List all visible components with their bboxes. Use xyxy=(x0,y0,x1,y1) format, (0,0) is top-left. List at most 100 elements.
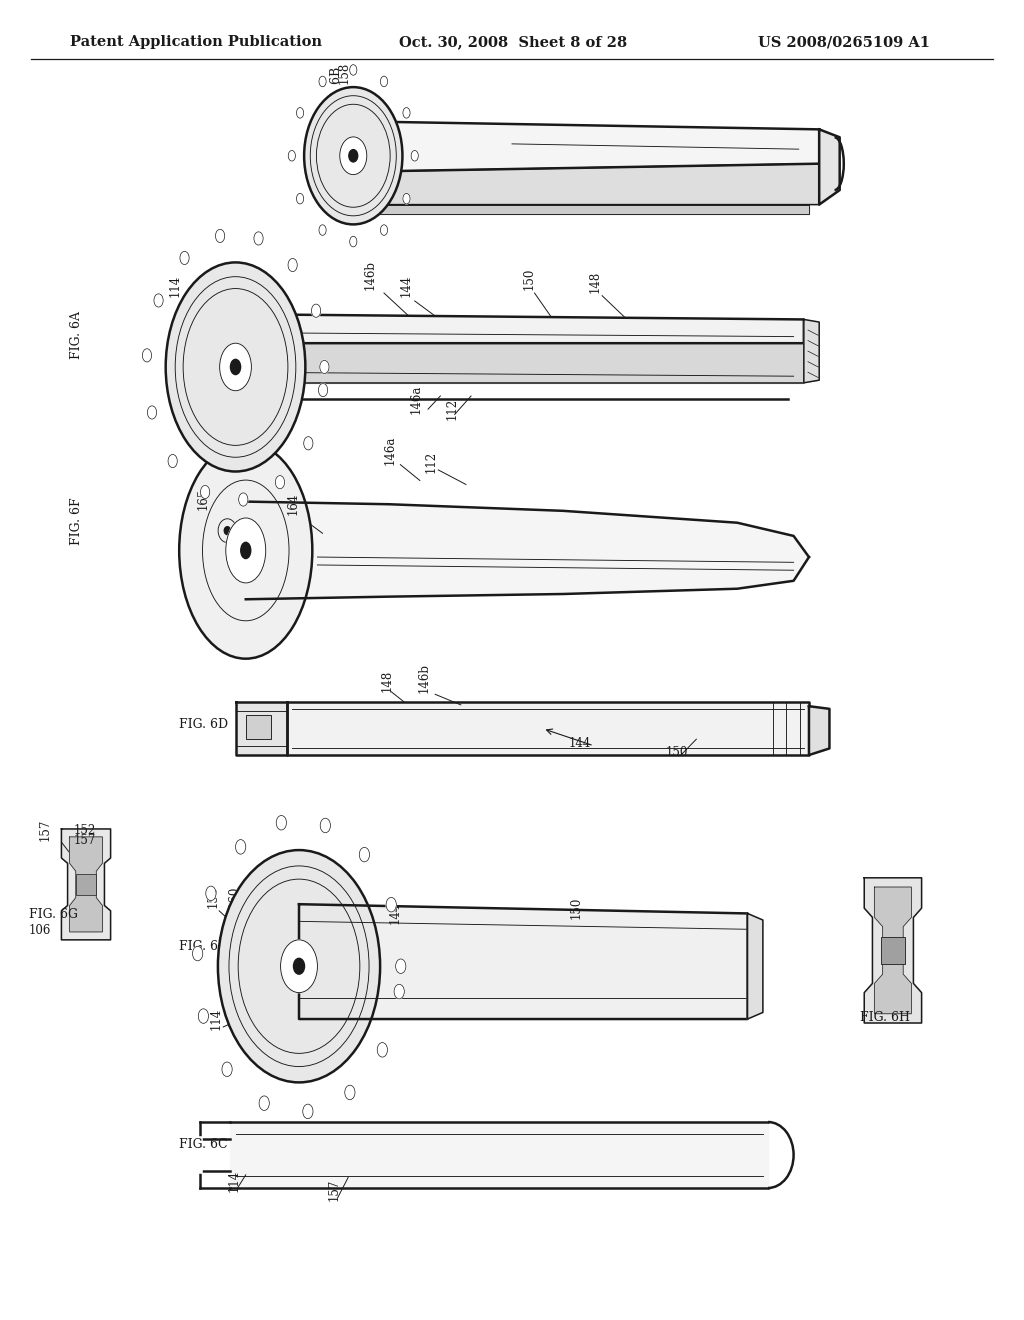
Circle shape xyxy=(224,527,230,535)
Ellipse shape xyxy=(199,1008,209,1023)
Ellipse shape xyxy=(304,437,313,450)
Text: 114: 114 xyxy=(210,1007,223,1030)
Polygon shape xyxy=(70,837,102,932)
Ellipse shape xyxy=(206,886,216,900)
Ellipse shape xyxy=(297,193,304,203)
Text: 146a: 146a xyxy=(330,884,343,913)
Text: 144: 144 xyxy=(399,275,413,297)
Text: FIG. 6D: FIG. 6D xyxy=(179,718,228,731)
Ellipse shape xyxy=(168,454,177,467)
Text: 144: 144 xyxy=(389,902,402,924)
Polygon shape xyxy=(364,121,819,172)
Polygon shape xyxy=(236,314,804,343)
Ellipse shape xyxy=(359,847,370,862)
Text: 144: 144 xyxy=(568,737,591,750)
Ellipse shape xyxy=(288,259,297,272)
Text: 146a: 146a xyxy=(384,436,397,465)
Text: 112: 112 xyxy=(425,450,438,473)
Ellipse shape xyxy=(215,230,224,243)
Ellipse shape xyxy=(349,236,356,247)
Text: FIG. 6C: FIG. 6C xyxy=(179,1138,227,1151)
Ellipse shape xyxy=(394,985,404,999)
Ellipse shape xyxy=(294,958,304,974)
Ellipse shape xyxy=(345,1085,355,1100)
Text: 165: 165 xyxy=(197,487,210,510)
Ellipse shape xyxy=(321,818,331,833)
Text: 146b: 146b xyxy=(418,663,431,693)
Text: FIG. 6A: FIG. 6A xyxy=(70,312,83,359)
Text: 146b: 146b xyxy=(364,260,377,290)
Text: FIG. 6G: FIG. 6G xyxy=(29,908,78,921)
Text: 114: 114 xyxy=(227,1170,241,1192)
Ellipse shape xyxy=(411,150,418,161)
Ellipse shape xyxy=(381,77,387,87)
Ellipse shape xyxy=(297,108,304,119)
Polygon shape xyxy=(246,502,809,599)
Ellipse shape xyxy=(402,108,410,119)
Ellipse shape xyxy=(303,1104,313,1118)
Text: FIG. 6B: FIG. 6B xyxy=(330,66,343,115)
Polygon shape xyxy=(287,702,809,755)
Ellipse shape xyxy=(386,898,396,912)
Text: 157: 157 xyxy=(74,834,96,847)
Ellipse shape xyxy=(318,224,326,235)
Ellipse shape xyxy=(318,384,328,397)
Text: 148: 148 xyxy=(589,271,602,293)
Polygon shape xyxy=(364,205,809,214)
Text: FIG. 6E: FIG. 6E xyxy=(179,940,227,953)
Text: Oct. 30, 2008  Sheet 8 of 28: Oct. 30, 2008 Sheet 8 of 28 xyxy=(399,36,628,49)
Polygon shape xyxy=(804,319,819,383)
Ellipse shape xyxy=(377,1043,387,1057)
Text: FIG. 6F: FIG. 6F xyxy=(70,498,83,545)
Bar xyxy=(881,937,905,964)
Ellipse shape xyxy=(225,517,266,583)
Ellipse shape xyxy=(259,1096,269,1110)
Bar xyxy=(76,874,96,895)
Ellipse shape xyxy=(166,263,305,471)
Text: 158: 158 xyxy=(197,383,210,405)
Ellipse shape xyxy=(142,348,152,362)
Text: US 2008/0265109 A1: US 2008/0265109 A1 xyxy=(758,36,930,49)
Polygon shape xyxy=(236,343,804,383)
Text: 162: 162 xyxy=(251,888,264,911)
Text: 160: 160 xyxy=(227,886,241,908)
Polygon shape xyxy=(819,129,840,205)
Polygon shape xyxy=(61,829,111,940)
Text: 112: 112 xyxy=(319,1020,333,1043)
Ellipse shape xyxy=(395,958,406,974)
Text: 148: 148 xyxy=(381,669,394,692)
Bar xyxy=(246,715,271,739)
Polygon shape xyxy=(864,878,922,1023)
Polygon shape xyxy=(299,904,748,1019)
Ellipse shape xyxy=(147,405,157,418)
Polygon shape xyxy=(236,702,287,755)
Ellipse shape xyxy=(222,1063,232,1077)
Ellipse shape xyxy=(241,543,251,558)
Ellipse shape xyxy=(193,946,203,961)
Polygon shape xyxy=(748,913,763,1019)
Ellipse shape xyxy=(304,87,402,224)
Text: FIG. 6H: FIG. 6H xyxy=(860,1011,910,1024)
Ellipse shape xyxy=(180,251,189,264)
Ellipse shape xyxy=(311,304,321,317)
Text: 106: 106 xyxy=(29,924,51,937)
Ellipse shape xyxy=(319,77,326,87)
Ellipse shape xyxy=(275,475,285,488)
Text: 112: 112 xyxy=(445,397,459,420)
Text: 157: 157 xyxy=(328,1179,341,1201)
Text: 164: 164 xyxy=(287,492,300,515)
Ellipse shape xyxy=(349,65,356,75)
Ellipse shape xyxy=(289,150,295,161)
Text: 163: 163 xyxy=(279,1014,292,1036)
Text: 158: 158 xyxy=(338,62,351,84)
Text: 162: 162 xyxy=(213,383,226,405)
Text: 114: 114 xyxy=(169,275,182,297)
Polygon shape xyxy=(364,164,819,205)
Ellipse shape xyxy=(179,442,312,659)
Ellipse shape xyxy=(381,224,387,235)
Polygon shape xyxy=(809,706,829,755)
Ellipse shape xyxy=(236,840,246,854)
Text: 146a: 146a xyxy=(410,385,423,414)
Ellipse shape xyxy=(218,850,380,1082)
Text: Patent Application Publication: Patent Application Publication xyxy=(70,36,322,49)
